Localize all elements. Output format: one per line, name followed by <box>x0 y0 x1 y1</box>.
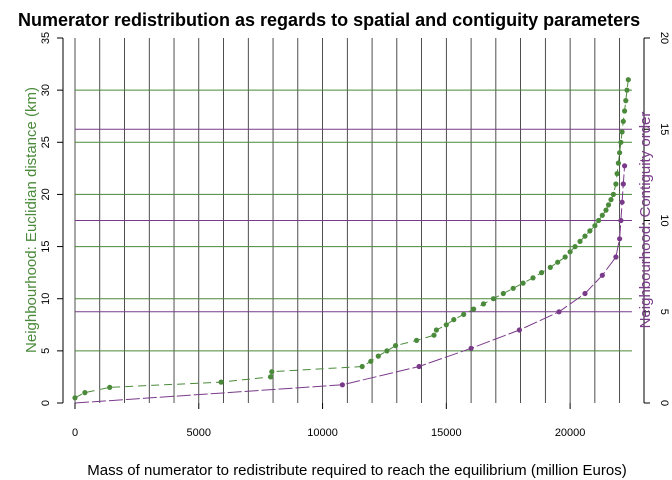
distance-point <box>393 343 399 349</box>
contiguity-point <box>516 327 523 333</box>
x-tick-label: 0 <box>72 427 78 439</box>
contiguity-point <box>618 217 624 224</box>
distance-point <box>603 207 609 213</box>
distance-point <box>567 249 573 255</box>
distance-point <box>500 290 506 297</box>
x-tick-label: 5000 <box>187 427 211 439</box>
contiguity-point <box>613 254 619 260</box>
contiguity-point <box>619 199 625 205</box>
y-left-tick-label: 5 <box>40 348 52 354</box>
grid <box>74 38 632 403</box>
y-right-tick-label: 0 <box>658 400 670 406</box>
contiguity-point <box>468 345 474 351</box>
distance-point <box>577 238 583 244</box>
distance-point <box>72 395 78 401</box>
distance-point <box>624 87 630 93</box>
y-left-tick-label: 25 <box>40 136 52 148</box>
y-right-tick-label: 15 <box>658 123 670 135</box>
contiguity-point <box>582 290 588 297</box>
distance-point <box>218 379 224 385</box>
distance-point <box>617 150 623 156</box>
contiguity-point <box>617 236 623 242</box>
distance-point <box>471 306 477 312</box>
distance-point <box>368 358 374 364</box>
y-left-tick-label: 20 <box>40 188 52 200</box>
distance-point <box>572 244 578 250</box>
distance-point <box>599 212 605 218</box>
distance-point <box>414 337 420 343</box>
y-axis-label-right: Neighbourhood: Contiguity order <box>637 112 654 329</box>
distance-point <box>596 217 602 224</box>
distance-point <box>451 317 457 323</box>
contiguity-series-line <box>74 165 626 404</box>
x-axis-label: Mass of numerator to redistribute requir… <box>87 462 626 479</box>
distance-point <box>375 353 381 359</box>
distance-point <box>520 280 526 286</box>
distance-point <box>443 322 449 328</box>
distance-point <box>592 223 598 229</box>
distance-point <box>625 77 631 83</box>
distance-point <box>107 384 113 390</box>
distance-point <box>461 311 467 317</box>
y-left-tick-label: 15 <box>40 240 52 252</box>
plot-area <box>72 77 631 404</box>
distance-point <box>480 301 487 307</box>
contiguity-point <box>622 163 628 169</box>
distance-point <box>82 390 88 396</box>
x-tick-label: 20000 <box>555 427 586 439</box>
y-left-tick-label: 0 <box>40 400 52 406</box>
distance-point <box>268 374 274 380</box>
distance-point <box>555 259 561 265</box>
distance-point <box>613 181 619 187</box>
contiguity-point <box>599 272 605 278</box>
contiguity-point <box>416 363 422 370</box>
y-left-tick-label: 10 <box>40 293 52 305</box>
contiguity-point <box>620 181 626 187</box>
x-tick-label: 15000 <box>431 427 462 439</box>
y-axis-label-left: Neighbourhood: Euclidian distance (km) <box>23 87 40 353</box>
contiguity-point <box>339 382 345 388</box>
distance-point <box>615 160 622 166</box>
distance-point <box>618 139 624 145</box>
distance-point <box>587 228 593 234</box>
y-left-tick-label: 35 <box>40 32 52 44</box>
distance-point <box>269 369 275 375</box>
distance-point <box>620 118 626 124</box>
distance-point <box>539 270 545 276</box>
distance-point <box>610 191 617 197</box>
distance-point <box>562 254 568 260</box>
y-right-tick-label: 10 <box>658 214 670 226</box>
y-left-tick-label: 30 <box>40 84 52 96</box>
contiguity-point <box>556 309 562 315</box>
distance-point <box>614 171 620 177</box>
distance-point <box>433 327 439 333</box>
distance-point <box>622 108 628 114</box>
chart-title: Numerator redistribution as regards to s… <box>18 10 640 30</box>
distance-point <box>431 332 437 338</box>
distance-point <box>384 348 390 354</box>
y-right-tick-label: 5 <box>658 309 670 315</box>
distance-point <box>490 296 496 302</box>
distance-point <box>510 285 516 291</box>
distance-point <box>547 264 553 270</box>
distance-point <box>619 129 625 135</box>
distance-point <box>623 98 629 104</box>
y-right-tick-label: 20 <box>658 32 670 44</box>
distance-point <box>605 202 612 208</box>
distance-point <box>359 363 365 370</box>
distance-point <box>530 275 536 281</box>
distance-point <box>582 233 588 239</box>
distance-point <box>608 197 614 203</box>
x-tick-label: 10000 <box>307 427 338 439</box>
axes: 0 5000 10000 15000 20000 0 5 10 15 20 25 30 35 0 5 10 15… <box>40 32 670 439</box>
